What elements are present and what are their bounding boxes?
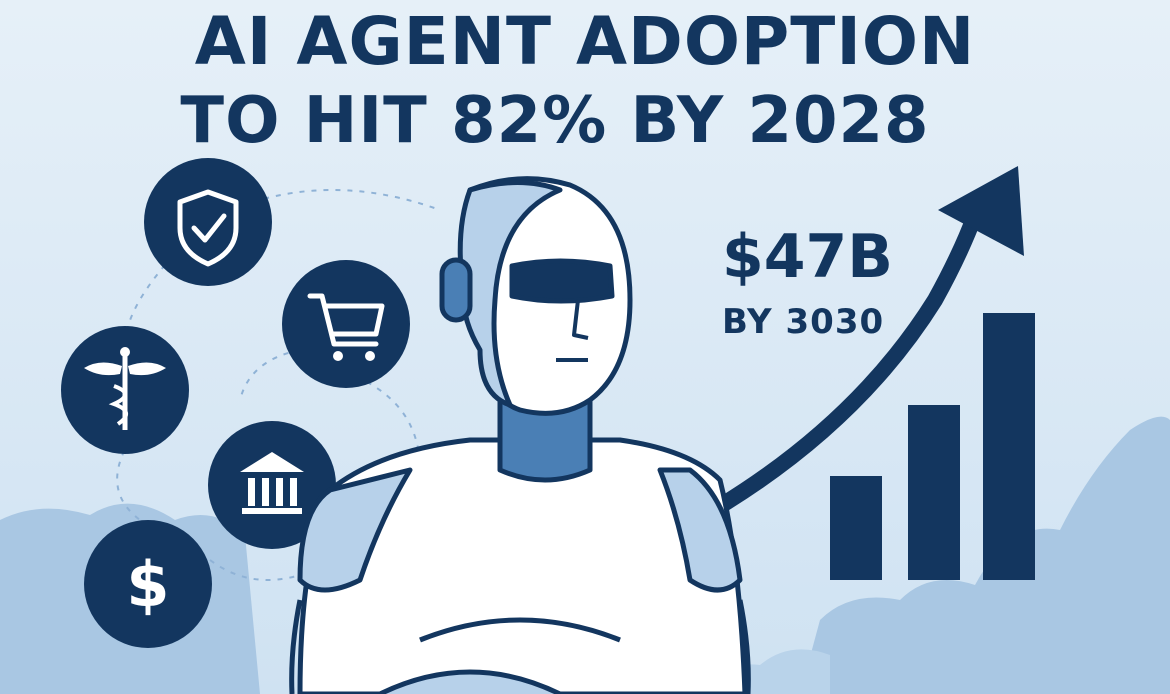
headline-line-2: TO HIT 82% BY 2028: [180, 84, 930, 158]
bar-2: [908, 405, 960, 580]
stat-value: $47B: [722, 222, 893, 292]
bar-chart: [830, 313, 1035, 580]
stat-caption: BY 3030: [722, 302, 885, 342]
bank-icon: [208, 421, 336, 549]
svg-text:$: $: [126, 548, 169, 621]
caduceus-icon: [61, 326, 189, 454]
robot-figure: [289, 176, 751, 694]
headline-line-1: AI AGENT ADOPTION: [194, 3, 976, 80]
growth-arrow: [714, 166, 1024, 513]
bar-3: [983, 313, 1035, 580]
dollar-icon: $: [84, 520, 212, 648]
shopping-cart-icon: [282, 260, 410, 388]
shield-check-icon: [144, 158, 272, 286]
bar-1: [830, 476, 882, 580]
